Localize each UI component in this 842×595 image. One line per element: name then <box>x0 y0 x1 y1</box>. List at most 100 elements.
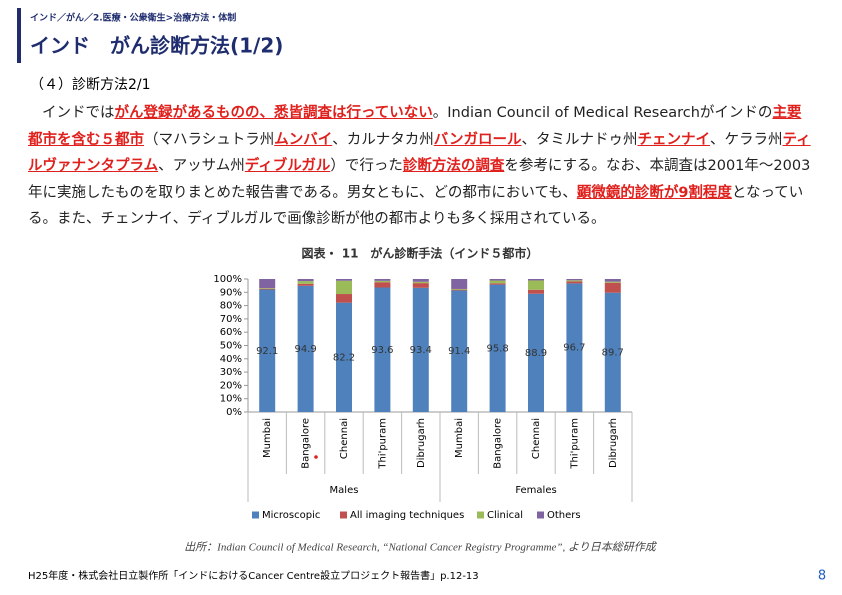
bar-segment <box>259 288 276 290</box>
bar-segment <box>566 281 583 284</box>
bar-segment <box>297 285 314 412</box>
y-tick-label: 10% <box>220 394 242 405</box>
source-note: 出所：Indian Council of Medical Research, “… <box>184 541 658 554</box>
emphasis-text: チェンナイ <box>637 131 710 148</box>
bar-segment <box>566 280 583 282</box>
body-text: 、カルナタカ州 <box>332 131 434 148</box>
emphasis-text: 顕微鏡的診断が9割程度 <box>576 184 732 201</box>
bar-segment <box>297 281 314 284</box>
title-bar <box>17 8 21 63</box>
bar-segment <box>489 283 506 285</box>
bar-segment <box>374 282 391 288</box>
legend-swatch <box>477 511 484 519</box>
body-text: 、タミルナドゥ州 <box>521 131 638 148</box>
emphasis-text: 診断方法の調査 <box>402 158 505 174</box>
legend-label: Microscopic <box>262 510 320 521</box>
body-text: を参考にする。なお、本調査は2001年～2003年に実施したものを取りまとめた報… <box>28 158 811 201</box>
figure-title: 図表・ 11 がん診断手法（インド５都市） <box>302 246 539 261</box>
x-tick-label: Dibrugarh <box>608 418 619 468</box>
bar-segment <box>374 287 391 412</box>
emphasis-text: 主要都市を含む５都市 <box>28 105 802 148</box>
x-tick-label: Mumbai <box>262 418 273 458</box>
value-label: 96.7 <box>563 343 585 354</box>
y-tick-label: 80% <box>220 301 242 312</box>
section-heading: （４）診断方法2/1 <box>30 77 151 93</box>
bar-segment <box>451 290 468 412</box>
bar-segment <box>604 281 621 283</box>
legend-label: Others <box>547 510 581 521</box>
body-text: ）で行った <box>330 158 403 174</box>
marker-dot <box>314 455 318 459</box>
emphasis-text: ティルヴァナンタプラム <box>28 131 811 175</box>
x-tick-label: Thi'puram <box>569 418 580 470</box>
bar-segment <box>451 279 468 289</box>
bar-segment <box>297 283 314 286</box>
page-number: 8 <box>818 569 826 584</box>
bar-segment <box>336 279 352 281</box>
bar-segment <box>566 279 583 281</box>
y-tick-label: 30% <box>220 367 242 378</box>
bar-segment <box>604 292 621 412</box>
x-tick-label: Bangalore <box>493 418 504 469</box>
chart: 0% 10% 20% 30% 40% 50% 60% 70% 80% 90% 100% 92.1 Mum… <box>213 274 633 521</box>
emphasis-text: ディブルガル <box>244 158 331 174</box>
bar-segment <box>528 279 544 281</box>
value-label: 82.2 <box>333 352 355 363</box>
emphasis-text: がん登録があるものの、悉皆調査は行っていない <box>114 105 433 121</box>
bar-segment <box>528 293 544 412</box>
x-tick-label: Chennai <box>531 418 542 459</box>
value-label: 95.8 <box>486 343 508 354</box>
bar-segment <box>336 294 352 303</box>
x-tick-label: Bangalore <box>301 418 312 469</box>
bar-segment <box>489 279 506 281</box>
bar-segment <box>604 279 621 282</box>
value-label: 94.9 <box>294 344 316 355</box>
legend-label: All imaging techniques <box>350 510 464 521</box>
y-tick-label: 0% <box>226 407 242 418</box>
legend-swatch <box>537 511 544 519</box>
legend-swatch <box>252 511 259 519</box>
value-label: 89.7 <box>602 347 624 358</box>
bar-segment <box>336 302 352 412</box>
body-paragraph: インドではがん登録があるものの、悉皆調査は行っていない。Indian Counc… <box>28 100 814 233</box>
body-text: 、アッサム州 <box>158 158 245 174</box>
legend-swatch <box>340 511 347 519</box>
bar-segment <box>412 283 429 288</box>
body-text: 、ケララ州 <box>709 131 783 148</box>
group-label: Females <box>515 485 556 496</box>
bar-segment <box>528 289 544 294</box>
y-tick-label: 70% <box>220 314 242 325</box>
bar-segment <box>259 288 276 289</box>
y-tick-label: 20% <box>220 380 242 391</box>
bar-segment <box>489 280 506 284</box>
value-label: 92.1 <box>256 346 278 357</box>
emphasis-text: バンガロール <box>433 131 522 148</box>
footer: H25年度・株式会社日立製作所「インドにおけるCancer Centre設立プロ… <box>28 569 479 582</box>
bar-segment <box>412 281 429 284</box>
x-tick-label: Chennai <box>339 418 350 459</box>
bar-segment <box>374 280 391 283</box>
group-label: Males <box>330 485 359 496</box>
x-tick-label: Thi'puram <box>377 418 388 470</box>
body-text: 。Indian Council of Medical Researchがインドの <box>432 105 773 121</box>
y-tick-label: 60% <box>220 327 242 338</box>
body-text: インドでは <box>42 105 115 121</box>
bar-segment <box>336 280 352 295</box>
body-text: となっている。また、チェンナイ、ディブルガルで画像診断が他の都市よりも多く採用さ… <box>28 184 804 228</box>
body-text: （マハラシュトラ州 <box>144 131 275 148</box>
bar-segment <box>451 288 468 290</box>
bar-segment <box>259 289 276 412</box>
bar-segment <box>451 289 468 291</box>
value-label: 91.4 <box>448 346 470 357</box>
bar-segment <box>566 283 583 412</box>
bar-segment <box>297 279 314 282</box>
bar-segment <box>489 284 506 412</box>
page-title: インド がん診断方法(1/2) <box>30 34 283 58</box>
x-tick-label: Dibrugarh <box>416 418 427 468</box>
y-tick-label: 90% <box>220 287 242 298</box>
breadcrumb: インド／がん／2.医療・公衆衛生>治療方法・体制 <box>30 12 236 24</box>
bar-segment <box>528 280 544 290</box>
value-label: 93.4 <box>410 345 432 356</box>
